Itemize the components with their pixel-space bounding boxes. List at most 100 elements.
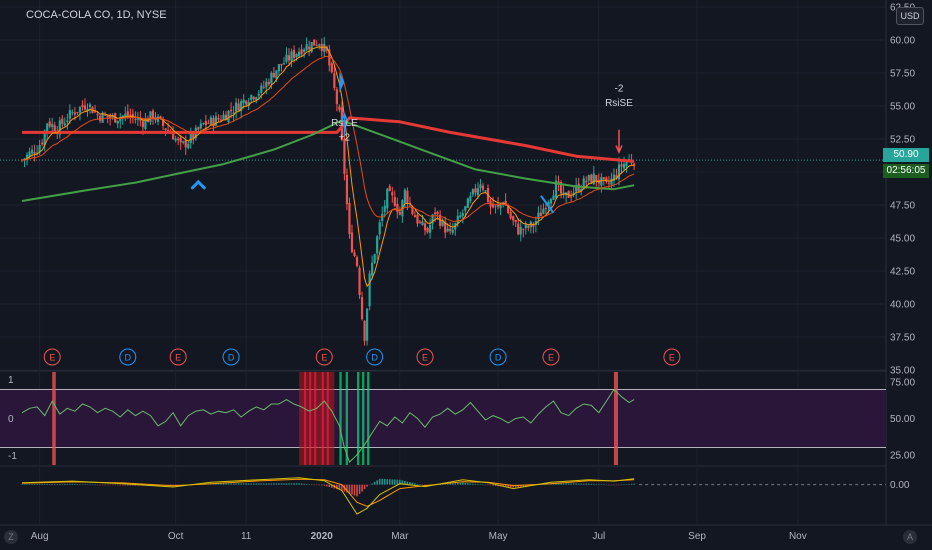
candle-body[interactable] bbox=[235, 102, 238, 112]
candle-body[interactable] bbox=[466, 198, 469, 208]
candle-body[interactable] bbox=[544, 208, 548, 210]
candle-body[interactable] bbox=[25, 154, 29, 160]
candle-body[interactable] bbox=[373, 254, 376, 263]
candle-body[interactable] bbox=[255, 97, 258, 100]
candle-body[interactable] bbox=[393, 196, 396, 206]
candle-body[interactable] bbox=[30, 149, 34, 154]
candle-body[interactable] bbox=[106, 115, 109, 118]
candle-body[interactable] bbox=[313, 39, 316, 46]
candle-body[interactable] bbox=[570, 196, 573, 198]
candle-body[interactable] bbox=[53, 125, 56, 132]
candle-body[interactable] bbox=[348, 202, 351, 235]
candle-body[interactable] bbox=[292, 49, 296, 58]
candle-body[interactable] bbox=[285, 54, 288, 62]
candle-body[interactable] bbox=[607, 182, 611, 184]
candle-body[interactable] bbox=[229, 109, 233, 112]
candle-body[interactable] bbox=[617, 164, 621, 180]
candle-body[interactable] bbox=[343, 138, 346, 174]
candle-body[interactable] bbox=[315, 45, 318, 46]
candle-body[interactable] bbox=[232, 112, 235, 114]
candle-body[interactable] bbox=[421, 221, 424, 226]
candle-body[interactable] bbox=[177, 138, 180, 141]
candle-body[interactable] bbox=[418, 221, 422, 223]
candle-body[interactable] bbox=[625, 162, 628, 167]
candle-body[interactable] bbox=[33, 152, 36, 154]
candle-body[interactable] bbox=[270, 72, 273, 84]
candle-body[interactable] bbox=[265, 81, 268, 88]
candle-body[interactable] bbox=[51, 123, 54, 128]
candle-body[interactable] bbox=[471, 189, 474, 195]
candle-body[interactable] bbox=[149, 111, 152, 123]
candle-body[interactable] bbox=[58, 120, 61, 135]
candle-body[interactable] bbox=[537, 212, 540, 220]
candle-body[interactable] bbox=[539, 212, 543, 217]
candle-body[interactable] bbox=[355, 257, 359, 267]
candle-body[interactable] bbox=[620, 164, 623, 167]
candle-body[interactable] bbox=[277, 64, 281, 72]
candle-body[interactable] bbox=[403, 189, 406, 203]
candle-body[interactable] bbox=[308, 46, 311, 50]
candle-body[interactable] bbox=[134, 119, 137, 120]
dividend-event-icon[interactable] bbox=[489, 348, 507, 366]
candle-body[interactable] bbox=[71, 111, 74, 113]
candle-body[interactable] bbox=[333, 73, 336, 89]
candle-body[interactable] bbox=[386, 188, 389, 209]
candle-body[interactable] bbox=[423, 223, 427, 231]
currency-button[interactable]: USD bbox=[896, 7, 924, 25]
candle-body[interactable] bbox=[388, 186, 391, 191]
candle-body[interactable] bbox=[365, 308, 369, 341]
candle-body[interactable] bbox=[46, 123, 49, 132]
candle-body[interactable] bbox=[156, 116, 160, 122]
candle-body[interactable] bbox=[219, 119, 223, 121]
candle-body[interactable] bbox=[431, 214, 434, 224]
candle-body[interactable] bbox=[464, 206, 467, 211]
candle-body[interactable] bbox=[310, 42, 313, 52]
candle-body[interactable] bbox=[199, 123, 202, 129]
candle-body[interactable] bbox=[378, 222, 381, 235]
candle-body[interactable] bbox=[552, 195, 555, 200]
candle-body[interactable] bbox=[189, 134, 192, 144]
candle-body[interactable] bbox=[305, 44, 308, 51]
candle-body[interactable] bbox=[491, 204, 495, 208]
candle-body[interactable] bbox=[81, 104, 84, 107]
candle-body[interactable] bbox=[41, 142, 44, 145]
candle-body[interactable] bbox=[559, 182, 563, 194]
candle-body[interactable] bbox=[358, 267, 361, 295]
candle-body[interactable] bbox=[413, 215, 417, 218]
candle-body[interactable] bbox=[139, 118, 142, 121]
candle-body[interactable] bbox=[376, 236, 379, 254]
candle-body[interactable] bbox=[469, 195, 472, 201]
timezone-z-icon[interactable]: Z bbox=[4, 530, 18, 544]
dividend-event-icon[interactable] bbox=[366, 348, 384, 366]
candle-body[interactable] bbox=[179, 137, 182, 143]
candle-body[interactable] bbox=[303, 49, 306, 52]
candle-body[interactable] bbox=[250, 95, 253, 100]
candle-body[interactable] bbox=[131, 113, 134, 117]
candle-body[interactable] bbox=[297, 51, 301, 57]
candle-body[interactable] bbox=[585, 180, 588, 183]
candle-body[interactable] bbox=[68, 110, 71, 119]
candle-body[interactable] bbox=[509, 212, 512, 219]
candle-body[interactable] bbox=[522, 229, 525, 231]
candle-body[interactable] bbox=[209, 117, 213, 125]
candle-body[interactable] bbox=[323, 43, 326, 52]
candle-body[interactable] bbox=[247, 102, 250, 106]
earnings-event-icon[interactable] bbox=[43, 348, 61, 366]
candle-body[interactable] bbox=[595, 175, 598, 182]
earnings-event-icon[interactable] bbox=[542, 348, 560, 366]
candle-body[interactable] bbox=[295, 53, 298, 58]
candle-body[interactable] bbox=[224, 114, 228, 120]
candle-body[interactable] bbox=[86, 109, 89, 112]
candle-body[interactable] bbox=[93, 111, 97, 113]
candle-body[interactable] bbox=[136, 117, 139, 120]
candle-body[interactable] bbox=[406, 190, 409, 203]
candle-body[interactable] bbox=[197, 127, 200, 130]
candle-body[interactable] bbox=[542, 208, 545, 214]
candle-body[interactable] bbox=[187, 143, 190, 149]
candle-body[interactable] bbox=[166, 129, 170, 131]
candle-body[interactable] bbox=[549, 199, 553, 204]
candle-body[interactable] bbox=[192, 133, 195, 139]
earnings-event-icon[interactable] bbox=[663, 348, 681, 366]
candle-body[interactable] bbox=[612, 174, 616, 181]
